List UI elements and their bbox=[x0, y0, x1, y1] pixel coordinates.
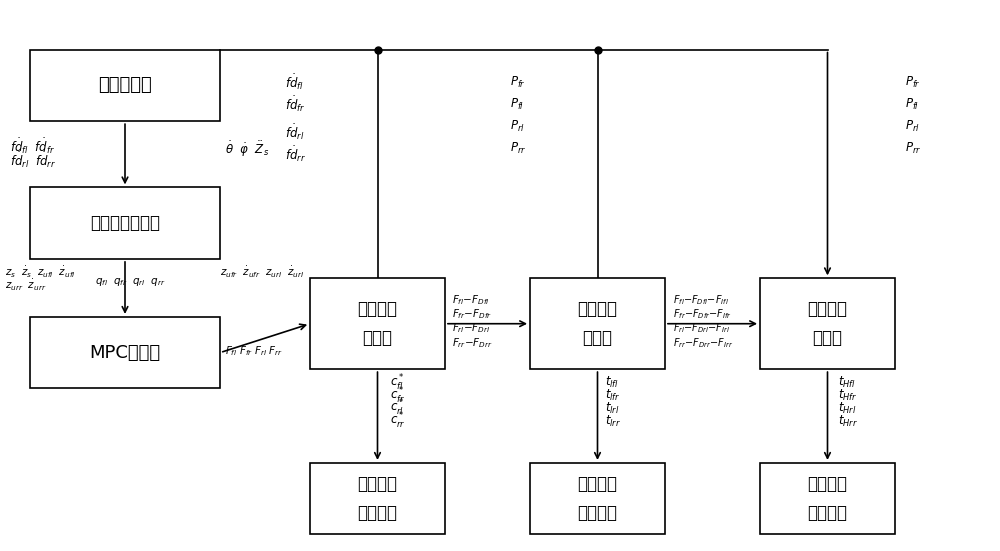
Bar bbox=[310, 278, 445, 369]
Text: $F_{fl}$$-$$F_{Dfl}$: $F_{fl}$$-$$F_{Dfl}$ bbox=[452, 293, 490, 307]
Text: $c_{fr}^*$: $c_{fr}^*$ bbox=[390, 386, 405, 406]
Text: $F_{rl}$$-$$F_{Drl}$: $F_{rl}$$-$$F_{Drl}$ bbox=[452, 321, 490, 336]
Text: $\dot{\theta}$  $\dot{\varphi}$  $\ddot{Z}_{s}$: $\dot{\theta}$ $\dot{\varphi}$ $\ddot{Z}… bbox=[225, 139, 269, 159]
Text: $P_{fl}$: $P_{fl}$ bbox=[905, 97, 919, 112]
Text: MPC控制器: MPC控制器 bbox=[89, 344, 161, 361]
Text: $F_{fr}$$-$$F_{Dfr}$$-$$F_{Ifr}$: $F_{fr}$$-$$F_{Dfr}$$-$$F_{Ifr}$ bbox=[673, 307, 732, 321]
Text: $F_{rr}$$-$$F_{Drr}$$-$$F_{Irr}$: $F_{rr}$$-$$F_{Drr}$$-$$F_{Irr}$ bbox=[673, 336, 733, 350]
Text: $P_{rl}$: $P_{rl}$ bbox=[510, 119, 525, 134]
Text: 车身高度
控制器: 车身高度 控制器 bbox=[808, 300, 848, 347]
Text: $F_{fl}$$-$$F_{Dfl}$$-$$F_{Ifl}$: $F_{fl}$$-$$F_{Dfl}$$-$$F_{Ifl}$ bbox=[673, 293, 729, 307]
Text: $z_{urr}$  $\dot{z}_{urr}$: $z_{urr}$ $\dot{z}_{urr}$ bbox=[5, 278, 46, 293]
Text: 拓展观测器模块: 拓展观测器模块 bbox=[90, 214, 160, 232]
Text: $c_{rr}^*$: $c_{rr}^*$ bbox=[390, 411, 406, 431]
Text: $F_{rr}$$-$$F_{Drr}$: $F_{rr}$$-$$F_{Drr}$ bbox=[452, 336, 493, 350]
Text: $P_{rl}$: $P_{rl}$ bbox=[905, 119, 920, 134]
Text: $P_{rr}$: $P_{rr}$ bbox=[905, 141, 921, 156]
Text: 互联状态
执行机构: 互联状态 执行机构 bbox=[578, 475, 618, 522]
Text: 车身高度
执行机构: 车身高度 执行机构 bbox=[808, 475, 848, 522]
Bar bbox=[760, 463, 895, 534]
Text: $f\dot{d}_{rr}$: $f\dot{d}_{rr}$ bbox=[285, 144, 306, 164]
Text: $t_{Hfr}$: $t_{Hfr}$ bbox=[838, 388, 857, 403]
Text: $P_{fr}$: $P_{fr}$ bbox=[510, 75, 526, 90]
Text: $c_{fl}^*$: $c_{fl}^*$ bbox=[390, 373, 405, 393]
Text: $F_{fl}$ $F_{fr}$ $F_{rl}$ $F_{rr}$: $F_{fl}$ $F_{fr}$ $F_{rl}$ $F_{rr}$ bbox=[225, 344, 283, 359]
Text: $f\dot{d}_{fr}$: $f\dot{d}_{fr}$ bbox=[285, 95, 305, 115]
Bar bbox=[30, 50, 220, 121]
Text: $P_{rr}$: $P_{rr}$ bbox=[510, 141, 526, 156]
Text: $f\dot{d}_{rl}$: $f\dot{d}_{rl}$ bbox=[285, 122, 304, 142]
Text: 阻尼系数
执行机构: 阻尼系数 执行机构 bbox=[358, 475, 398, 522]
Bar bbox=[760, 278, 895, 369]
Text: $f\dot{d}_{fl}$  $f\dot{d}_{fr}$: $f\dot{d}_{fl}$ $f\dot{d}_{fr}$ bbox=[10, 136, 55, 156]
Text: $f\dot{d}_{rl}$  $f\dot{d}_{rr}$: $f\dot{d}_{rl}$ $f\dot{d}_{rr}$ bbox=[10, 150, 56, 170]
Text: $z_{s}$  $\dot{z}_{s}$  $z_{ufl}$  $\dot{z}_{ufl}$: $z_{s}$ $\dot{z}_{s}$ $z_{ufl}$ $\dot{z}… bbox=[5, 265, 76, 280]
Text: $z_{ufr}$  $\dot{z}_{ufr}$  $z_{url}$  $\dot{z}_{url}$: $z_{ufr}$ $\dot{z}_{ufr}$ $z_{url}$ $\do… bbox=[220, 265, 304, 280]
Text: $q_{fl}$  $q_{fr}$  $q_{rl}$  $q_{rr}$: $q_{fl}$ $q_{fr}$ $q_{rl}$ $q_{rr}$ bbox=[95, 276, 165, 288]
Bar bbox=[310, 463, 445, 534]
Text: $F_{fr}$$-$$F_{Dfr}$: $F_{fr}$$-$$F_{Dfr}$ bbox=[452, 307, 492, 321]
Bar bbox=[530, 278, 665, 369]
Text: $t_{lrl}$: $t_{lrl}$ bbox=[605, 401, 620, 416]
Text: $t_{lfr}$: $t_{lfr}$ bbox=[605, 388, 621, 403]
Text: 传感器模块: 传感器模块 bbox=[98, 77, 152, 94]
Text: $P_{fl}$: $P_{fl}$ bbox=[510, 97, 524, 112]
Text: $t_{Hfl}$: $t_{Hfl}$ bbox=[838, 375, 856, 391]
Bar bbox=[530, 463, 665, 534]
Text: $c_{rl}^*$: $c_{rl}^*$ bbox=[390, 398, 405, 418]
Text: $P_{fr}$: $P_{fr}$ bbox=[905, 75, 921, 90]
Text: $f\dot{d}_{fl}$: $f\dot{d}_{fl}$ bbox=[285, 73, 304, 93]
Text: $F_{rl}$$-$$F_{Drl}$$-$$F_{Irl}$: $F_{rl}$$-$$F_{Drl}$$-$$F_{Irl}$ bbox=[673, 321, 730, 336]
Text: $t_{Hrl}$: $t_{Hrl}$ bbox=[838, 401, 856, 416]
Bar bbox=[30, 317, 220, 388]
Bar bbox=[30, 187, 220, 259]
Text: $t_{lfl}$: $t_{lfl}$ bbox=[605, 375, 619, 391]
Text: $t_{Hrr}$: $t_{Hrr}$ bbox=[838, 413, 858, 429]
Text: $t_{lrr}$: $t_{lrr}$ bbox=[605, 413, 621, 429]
Text: 互联状态
控制器: 互联状态 控制器 bbox=[578, 300, 618, 347]
Text: 阻尼系数
控制器: 阻尼系数 控制器 bbox=[358, 300, 398, 347]
